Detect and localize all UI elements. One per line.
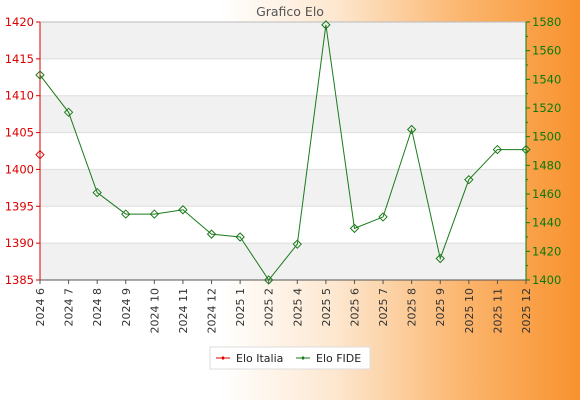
x-tick-label: 2025 11 bbox=[491, 288, 504, 334]
data-point bbox=[406, 124, 417, 135]
x-tick-label: 2024 6 bbox=[34, 288, 47, 327]
data-point bbox=[349, 223, 360, 234]
x-tick-label: 2025 9 bbox=[434, 288, 447, 327]
grid-band bbox=[40, 169, 526, 207]
x-tick-label: 2025 8 bbox=[406, 288, 419, 327]
x-tick-label: 2024 12 bbox=[206, 288, 219, 334]
left-tick-label: 1420 bbox=[5, 15, 34, 29]
grid-band bbox=[40, 95, 526, 133]
legend: Elo Italia Elo FIDE bbox=[209, 346, 371, 370]
legend-label: Elo FIDE bbox=[316, 352, 361, 365]
right-tick-label: 1500 bbox=[532, 130, 561, 144]
data-point bbox=[92, 187, 102, 198]
data-point bbox=[35, 70, 45, 80]
data-point bbox=[63, 107, 74, 118]
x-tick-label: 2024 10 bbox=[148, 288, 161, 334]
x-tick-label: 2025 2 bbox=[263, 288, 276, 327]
data-point bbox=[464, 174, 474, 185]
x-tick-label: 2025 6 bbox=[348, 288, 361, 327]
data-point bbox=[521, 144, 531, 155]
x-tick-label: 2025 12 bbox=[520, 288, 533, 334]
x-tick-label: 2024 11 bbox=[177, 288, 190, 334]
right-tick-label: 1540 bbox=[532, 72, 561, 86]
x-tick-label: 2025 5 bbox=[320, 288, 333, 327]
data-point bbox=[378, 212, 388, 222]
x-tick-label: 2025 1 bbox=[234, 288, 247, 327]
data-point bbox=[235, 232, 245, 242]
legend-box bbox=[209, 346, 371, 370]
data-point bbox=[492, 144, 503, 155]
legend-swatch-marker bbox=[221, 356, 225, 360]
legend-item: Elo Italia bbox=[216, 352, 283, 365]
series-elo-fide bbox=[35, 20, 531, 285]
x-tick-label: 2025 4 bbox=[291, 288, 304, 327]
right-tick-label: 1420 bbox=[532, 244, 561, 258]
data-point bbox=[206, 229, 217, 239]
data-point bbox=[35, 149, 45, 160]
right-tick-label: 1460 bbox=[532, 187, 561, 201]
data-point bbox=[149, 209, 160, 219]
x-tick-label: 2024 7 bbox=[63, 288, 76, 327]
series-elo-italia bbox=[35, 149, 45, 160]
data-point bbox=[263, 275, 274, 285]
x-tick-label: 2024 9 bbox=[120, 288, 133, 327]
plot-background bbox=[40, 22, 526, 280]
legend-swatch-marker bbox=[301, 356, 305, 360]
left-tick-label: 1405 bbox=[5, 126, 34, 140]
series-line bbox=[39, 24, 526, 281]
data-point bbox=[435, 253, 445, 264]
data-point bbox=[321, 20, 331, 30]
legend-item: Elo FIDE bbox=[296, 352, 361, 365]
left-tick-label: 1410 bbox=[5, 89, 34, 103]
data-point bbox=[292, 239, 303, 249]
data-point bbox=[178, 205, 188, 215]
legend-label: Elo Italia bbox=[236, 352, 283, 365]
left-tick-label: 1395 bbox=[5, 199, 34, 213]
left-tick-label: 1415 bbox=[5, 52, 34, 66]
x-tick-label: 2025 7 bbox=[377, 288, 390, 327]
right-tick-label: 1560 bbox=[532, 44, 561, 58]
right-tick-label: 1400 bbox=[532, 273, 561, 287]
data-point bbox=[121, 209, 131, 219]
right-tick-label: 1480 bbox=[532, 158, 561, 172]
chart-title: Grafico Elo bbox=[256, 4, 324, 19]
right-tick-label: 1520 bbox=[532, 101, 561, 115]
x-tick-label: 2024 8 bbox=[91, 288, 104, 327]
right-tick-label: 1580 bbox=[532, 15, 561, 29]
right-tick-label: 1440 bbox=[532, 216, 561, 230]
x-tick-label: 2025 10 bbox=[463, 288, 476, 334]
left-tick-label: 1385 bbox=[5, 273, 34, 287]
grid-band bbox=[40, 22, 526, 59]
left-tick-label: 1390 bbox=[5, 236, 34, 250]
left-tick-label: 1400 bbox=[5, 162, 34, 176]
